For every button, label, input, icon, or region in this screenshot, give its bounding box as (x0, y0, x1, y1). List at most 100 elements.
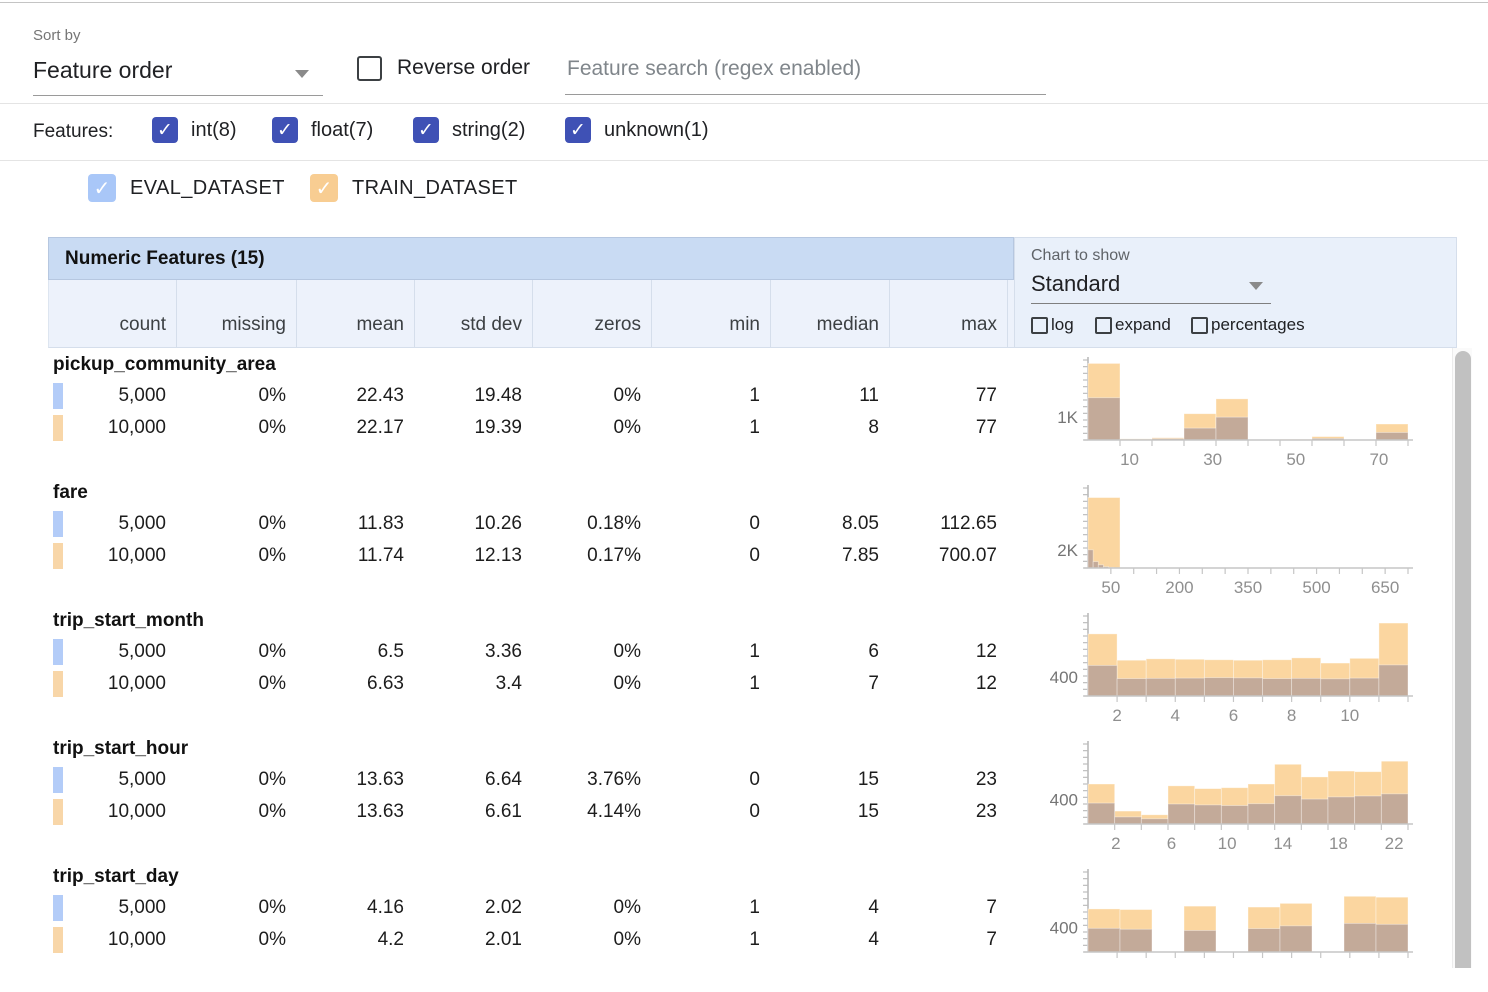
dataset-color-swatch (53, 927, 63, 953)
svg-text:50: 50 (1101, 578, 1120, 597)
column-header-max: max (890, 280, 1008, 348)
chart-option-label: percentages (1211, 315, 1305, 335)
stat-cell-max: 112.65 (889, 508, 1007, 540)
stat-cell-std-dev: 3.36 (414, 636, 532, 668)
checkbox-checked-icon: ✓ (565, 117, 591, 143)
percentages-checkbox[interactable] (1191, 317, 1208, 334)
svg-text:400: 400 (1050, 918, 1078, 937)
dataset-toggle-train_dataset[interactable]: ✓TRAIN_DATASET (310, 174, 518, 202)
svg-text:500: 500 (1302, 578, 1330, 597)
svg-text:350: 350 (1234, 578, 1262, 597)
type-filter-unknown[interactable]: ✓unknown(1) (565, 117, 709, 143)
stat-cell-min: 0 (651, 508, 770, 540)
stat-cell-max: 77 (889, 412, 1007, 444)
stat-cell-zeros: 0.18% (532, 508, 651, 540)
svg-text:650: 650 (1371, 578, 1399, 597)
chart-to-show-dropdown[interactable]: Standard (1031, 269, 1271, 304)
stat-cell-mean: 6.63 (296, 668, 414, 700)
expand-checkbox[interactable] (1095, 317, 1112, 334)
numeric-features-header: Numeric Features (15) (48, 237, 1014, 280)
type-filter-float[interactable]: ✓float(7) (272, 117, 373, 143)
stat-cell-missing: 0% (176, 508, 296, 540)
stat-cell-max: 700.07 (889, 540, 1007, 572)
stat-cell-std-dev: 2.02 (414, 892, 532, 924)
stat-cell-min: 0 (651, 796, 770, 828)
svg-text:6: 6 (1229, 706, 1238, 725)
svg-text:18: 18 (1329, 834, 1348, 853)
svg-text:14: 14 (1273, 834, 1292, 853)
stat-cell-missing: 0% (176, 924, 296, 956)
stat-cell-zeros: 0% (532, 380, 651, 412)
stat-cell-std-dev: 6.61 (414, 796, 532, 828)
column-header-missing: missing (177, 280, 297, 348)
svg-text:2: 2 (1111, 834, 1120, 853)
type-filter-int[interactable]: ✓int(8) (152, 117, 237, 143)
svg-text:50: 50 (1286, 450, 1305, 469)
dataset-color-swatch (53, 415, 63, 441)
dataset-toggle-eval_dataset[interactable]: ✓EVAL_DATASET (88, 174, 285, 202)
svg-text:400: 400 (1050, 668, 1078, 687)
svg-text:8: 8 (1287, 706, 1296, 725)
feature-name: trip_start_hour (53, 738, 188, 760)
chevron-down-icon (1249, 282, 1263, 290)
column-header-min: min (652, 280, 771, 348)
stat-cell-missing: 0% (176, 636, 296, 668)
stat-cell-min: 1 (651, 668, 770, 700)
features-filter-caption: Features: (33, 121, 113, 143)
stat-cell-zeros: 0.17% (532, 540, 651, 572)
dataset-color-swatch (53, 671, 63, 697)
chart-option-expand[interactable]: expand (1095, 315, 1171, 335)
dataset-label: EVAL_DATASET (130, 177, 285, 200)
reverse-order-checkbox[interactable] (357, 56, 382, 81)
stat-cell-missing: 0% (176, 380, 296, 412)
stat-cell-std-dev: 19.39 (414, 412, 532, 444)
stat-cell-zeros: 4.14% (532, 796, 651, 828)
stat-cell-mean: 22.43 (296, 380, 414, 412)
stat-cell-zeros: 0% (532, 668, 651, 700)
stat-cell-count: 5,000 (48, 508, 176, 540)
stat-cell-zeros: 0% (532, 636, 651, 668)
feature-search-field[interactable] (565, 48, 1046, 95)
stat-cell-mean: 11.74 (296, 540, 414, 572)
search-input[interactable] (565, 48, 1050, 90)
sort-by-caption: Sort by (33, 27, 81, 44)
stat-cell-median: 4 (770, 924, 889, 956)
sort-by-dropdown[interactable]: Feature order (33, 53, 323, 96)
stat-cell-mean: 11.83 (296, 508, 414, 540)
stat-cell-std-dev: 6.64 (414, 764, 532, 796)
stat-cell-max: 7 (889, 892, 1007, 924)
stat-cell-median: 15 (770, 764, 889, 796)
chart-option-label: log (1051, 315, 1074, 335)
stat-cell-std-dev: 2.01 (414, 924, 532, 956)
divider (0, 160, 1488, 161)
chart-option-percentages[interactable]: percentages (1191, 315, 1305, 335)
chart-to-show-panel: Chart to show Standard log expand percenta… (1014, 237, 1457, 348)
dataset-color-swatch (53, 543, 63, 569)
checkbox-checked-icon: ✓ (152, 117, 178, 143)
stat-cell-min: 0 (651, 764, 770, 796)
chart-option-log[interactable]: log (1031, 315, 1074, 335)
stat-cell-std-dev: 3.4 (414, 668, 532, 700)
stat-cell-mean: 13.63 (296, 796, 414, 828)
stat-cell-min: 1 (651, 924, 770, 956)
svg-text:10: 10 (1120, 450, 1139, 469)
log-checkbox[interactable] (1031, 317, 1048, 334)
top-hairline (0, 2, 1488, 3)
dataset-label: TRAIN_DATASET (352, 177, 518, 200)
stat-cell-count: 10,000 (48, 540, 176, 572)
chart-to-show-value: Standard (1031, 271, 1120, 297)
type-filter-string[interactable]: ✓string(2) (413, 117, 525, 143)
chart-to-show-caption: Chart to show (1031, 247, 1130, 265)
svg-text:30: 30 (1203, 450, 1222, 469)
